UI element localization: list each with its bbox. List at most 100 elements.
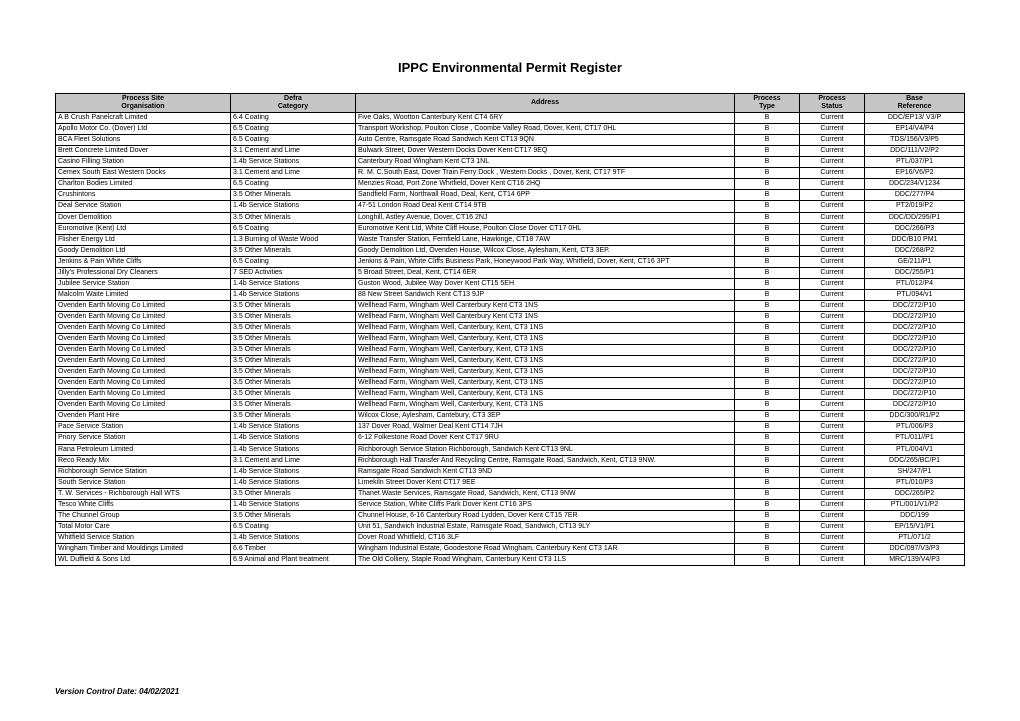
cell-ptype: B	[735, 168, 800, 179]
cell-ptype: B	[735, 256, 800, 267]
cell-org: Dover Demolition	[56, 212, 231, 223]
cell-address: Wellhead Farm, Wingham Well, Canterbury,…	[356, 378, 735, 389]
cell-address: Limekiln Street Dover Kent CT17 9EE	[356, 477, 735, 488]
cell-category: 3.5 Other Minerals	[231, 190, 356, 201]
cell-org: Whitfield Service Station	[56, 532, 231, 543]
cell-ref: DDC/272/P10	[865, 389, 965, 400]
cell-org: Apollo Motor Co. (Dover) Ltd	[56, 124, 231, 135]
cell-address: Guston Wood, Jubilee Way Dover Kent CT15…	[356, 278, 735, 289]
header-row: Process SiteOrganisationDefraCategoryAdd…	[56, 94, 965, 113]
cell-org: Casino Filling Station	[56, 157, 231, 168]
cell-address: Chunnel House, 6-16 Canterbury Road Lydd…	[356, 510, 735, 521]
cell-status: Current	[800, 256, 865, 267]
cell-ptype: B	[735, 322, 800, 333]
cell-ptype: B	[735, 135, 800, 146]
permit-register-table: Process SiteOrganisationDefraCategoryAdd…	[55, 93, 965, 566]
cell-ref: DDC/097/V3/P3	[865, 543, 965, 554]
cell-category: 6.5 Coating	[231, 135, 356, 146]
cell-ref: PTL/011//P1	[865, 433, 965, 444]
cell-category: 6.9 Animal and Plant treatment	[231, 554, 356, 565]
cell-ptype: B	[735, 411, 800, 422]
table-row: Ovenden Earth Moving Co Limited3.5 Other…	[56, 311, 965, 322]
cell-ref: EP/15/V1/P1	[865, 521, 965, 532]
column-header-ptype: ProcessType	[735, 94, 800, 113]
cell-ptype: B	[735, 190, 800, 201]
cell-ptype: B	[735, 201, 800, 212]
cell-category: 1.4b Service Stations	[231, 477, 356, 488]
header-label-line1: Process	[753, 95, 780, 102]
cell-ptype: B	[735, 543, 800, 554]
cell-ptype: B	[735, 367, 800, 378]
cell-ptype: B	[735, 179, 800, 190]
cell-org: Flisher Energy Ltd	[56, 234, 231, 245]
cell-ptype: B	[735, 146, 800, 157]
cell-ref: SH/247/P1	[865, 466, 965, 477]
cell-category: 3.5 Other Minerals	[231, 367, 356, 378]
cell-org: Wingham Timber and Mouldings Limited	[56, 543, 231, 554]
table-row: Casino Filling Station1.4b Service Stati…	[56, 157, 965, 168]
cell-status: Current	[800, 499, 865, 510]
cell-address: Wingham Industrial Estate, Goodestone Ro…	[356, 543, 735, 554]
cell-ptype: B	[735, 157, 800, 168]
cell-status: Current	[800, 146, 865, 157]
cell-status: Current	[800, 245, 865, 256]
cell-org: WL Duffield & Sons Ltd	[56, 554, 231, 565]
cell-ref: PTL/071/2	[865, 532, 965, 543]
table-row: Total Motor Care6.5 CoatingUnit 51, Sand…	[56, 521, 965, 532]
cell-org: Priory Service Station	[56, 433, 231, 444]
cell-address: 137 Dover Road, Walmer Deal Kent CT14 7J…	[356, 422, 735, 433]
cell-category: 3.5 Other Minerals	[231, 378, 356, 389]
cell-status: Current	[800, 135, 865, 146]
cell-ref: DDC/255/P1	[865, 267, 965, 278]
cell-category: 7 SED Activities	[231, 267, 356, 278]
table-row: Jilly's Professional Dry Cleaners7 SED A…	[56, 267, 965, 278]
table-row: Ovenden Earth Moving Co Limited3.5 Other…	[56, 378, 965, 389]
cell-ref: PTL/001/V1/P2	[865, 499, 965, 510]
cell-category: 3.5 Other Minerals	[231, 334, 356, 345]
cell-category: 3.5 Other Minerals	[231, 389, 356, 400]
cell-org: Jubilee Service Station	[56, 278, 231, 289]
cell-address: Wellhead Farm, Wingham Well, Canterbury,…	[356, 389, 735, 400]
table-row: Flisher Energy Ltd1.3 Burning of Waste W…	[56, 234, 965, 245]
cell-ref: TDS/156/V3/P5	[865, 135, 965, 146]
cell-address: 5 Broad Street, Deal, Kent, CT14 6ER	[356, 267, 735, 278]
cell-ref: PTL/004/V1	[865, 444, 965, 455]
column-header-status: ProcessStatus	[800, 94, 865, 113]
cell-status: Current	[800, 433, 865, 444]
header-label-line2: Type	[759, 103, 775, 110]
cell-org: Deal Service Station	[56, 201, 231, 212]
cell-ref: PTL/037/P1	[865, 157, 965, 168]
cell-ref: DDC/272/P10	[865, 345, 965, 356]
cell-status: Current	[800, 345, 865, 356]
cell-ptype: B	[735, 378, 800, 389]
cell-ref: DDC/277/P4	[865, 190, 965, 201]
cell-address: Unit 51, Sandwich Industrial Estate, Ram…	[356, 521, 735, 532]
cell-status: Current	[800, 400, 865, 411]
cell-ref: DDC/266/P3	[865, 223, 965, 234]
cell-org: Reco Ready Mix	[56, 455, 231, 466]
cell-category: 1.4b Service Stations	[231, 278, 356, 289]
cell-ref: DDC/199	[865, 510, 965, 521]
cell-ptype: B	[735, 499, 800, 510]
cell-ref: DDC/DD/295/P1	[865, 212, 965, 223]
cell-org: Jenkins & Pain White Cliffs	[56, 256, 231, 267]
header-label-line1: Process	[818, 95, 845, 102]
cell-category: 3.5 Other Minerals	[231, 356, 356, 367]
page: IPPC Environmental Permit Register Proce…	[0, 0, 1020, 721]
cell-ptype: B	[735, 477, 800, 488]
cell-ref: DDC/234/V1234	[865, 179, 965, 190]
cell-ptype: B	[735, 334, 800, 345]
cell-address: Wellhead Farm, Wingham Well Canterbury K…	[356, 311, 735, 322]
cell-status: Current	[800, 278, 865, 289]
table-row: Brett Concrete Limited Dover3.1 Cement a…	[56, 146, 965, 157]
table-body: A B Crush Panelcraft Limited6.4 CoatingF…	[56, 113, 965, 566]
cell-org: Brett Concrete Limited Dover	[56, 146, 231, 157]
cell-org: Malcolm Waite Limited	[56, 289, 231, 300]
cell-status: Current	[800, 201, 865, 212]
cell-status: Current	[800, 356, 865, 367]
cell-org: Ovenden Earth Moving Co Limited	[56, 378, 231, 389]
cell-ref: DDC/272/P10	[865, 378, 965, 389]
cell-ref: PTL/094/v1	[865, 289, 965, 300]
cell-ptype: B	[735, 554, 800, 565]
cell-address: The Old Colliery, Staple Road Wingham, C…	[356, 554, 735, 565]
